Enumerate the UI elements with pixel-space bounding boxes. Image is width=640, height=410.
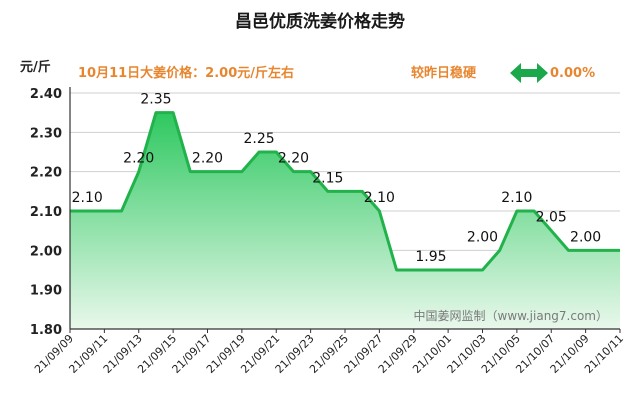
data-label: 2.05 — [536, 210, 567, 226]
chart-title: 昌邑优质洗姜价格走势 — [235, 11, 405, 32]
data-label: 2.00 — [467, 229, 498, 245]
area-series — [70, 111, 620, 329]
data-label: 2.10 — [72, 190, 103, 206]
y-axis-unit: 元/斤 — [20, 59, 51, 75]
data-label: 2.00 — [570, 229, 601, 245]
data-label: 2.20 — [192, 151, 223, 167]
data-label: 2.35 — [140, 92, 171, 108]
data-label: 2.15 — [312, 170, 343, 186]
data-label: 2.20 — [123, 151, 154, 167]
data-label: 1.95 — [415, 249, 446, 265]
data-label: 2.25 — [243, 131, 274, 147]
data-label: 2.20 — [278, 151, 309, 167]
y-tick-label: 2.00 — [30, 244, 62, 259]
data-label: 2.10 — [501, 190, 532, 206]
price-info: 10月11日大姜价格：2.00元/斤左右 — [78, 65, 294, 81]
y-tick-label: 2.30 — [30, 126, 62, 141]
y-tick-label: 1.90 — [30, 284, 62, 299]
double-arrow-icon — [510, 63, 548, 83]
y-tick-label: 2.10 — [30, 205, 62, 220]
y-tick-label: 2.40 — [30, 87, 62, 102]
y-tick-label: 2.20 — [30, 166, 62, 181]
watermark: 中国姜网监制（www.jiang7.com） — [414, 308, 608, 323]
change-label: 较昨日稳硬 — [411, 65, 477, 81]
y-tick-labels: 1.80 1.90 2.00 2.10 2.20 2.30 2.40 — [30, 87, 62, 338]
data-labels: 2.102.202.352.202.252.202.152.101.952.00… — [72, 92, 602, 265]
y-tick-label: 1.80 — [30, 323, 62, 338]
series-line — [70, 111, 620, 272]
data-label: 2.10 — [364, 190, 395, 206]
x-tick-labels: 21/09/0921/09/1121/09/1321/09/1521/09/17… — [32, 329, 626, 376]
change-value: 0.00% — [550, 66, 595, 81]
area-fill — [70, 112, 620, 329]
